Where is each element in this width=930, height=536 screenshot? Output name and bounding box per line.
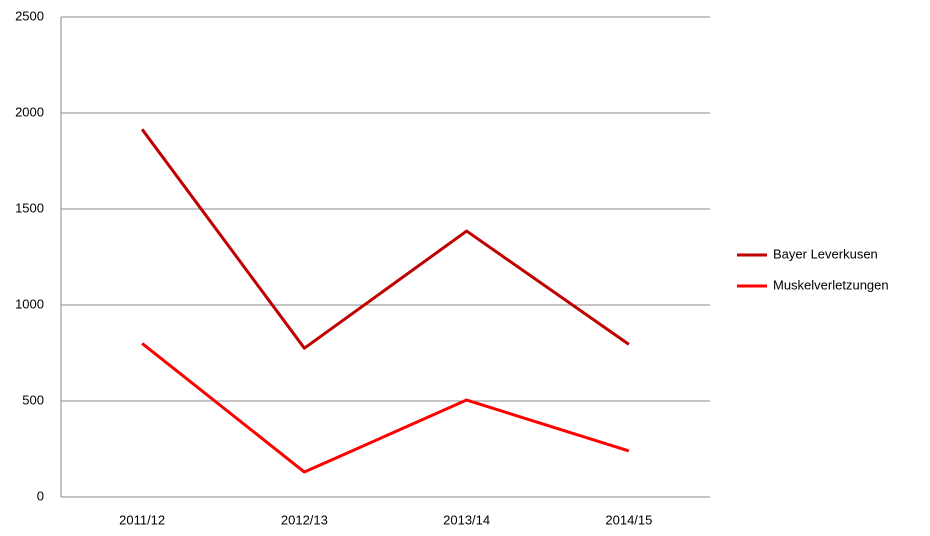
x-tick-label: 2013/14 xyxy=(443,512,490,527)
legend-label: Muskelverletzungen xyxy=(773,277,889,292)
x-tick-label: 2012/13 xyxy=(281,512,328,527)
series-line xyxy=(140,128,630,350)
y-tick-label: 2500 xyxy=(15,8,44,23)
y-tick-label: 0 xyxy=(37,488,44,503)
y-tick-label: 2000 xyxy=(15,104,44,119)
x-tick-label: 2011/12 xyxy=(119,512,165,527)
y-tick-label: 500 xyxy=(22,392,44,407)
series-line xyxy=(141,342,630,474)
legend-label: Bayer Leverkusen xyxy=(773,246,878,261)
y-tick-label: 1000 xyxy=(15,296,44,311)
x-tick-label: 2014/15 xyxy=(605,512,652,527)
y-tick-label: 1500 xyxy=(15,200,44,215)
